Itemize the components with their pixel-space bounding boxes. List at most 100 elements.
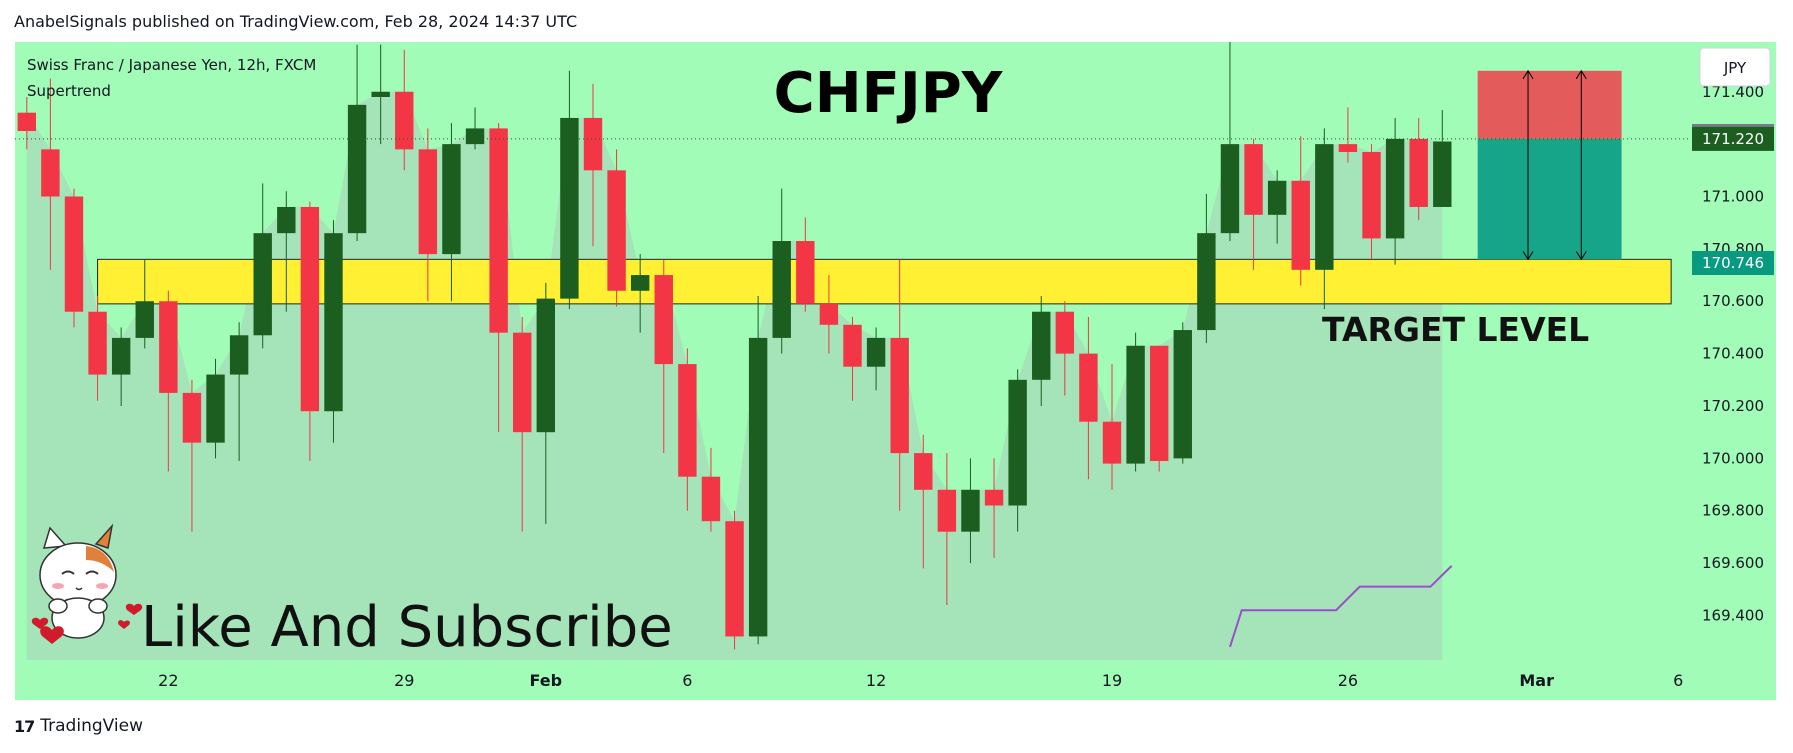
- short-position-tool[interactable]: [1477, 69, 1622, 261]
- candle-body: [371, 91, 390, 97]
- candle-body: [583, 117, 603, 171]
- candle: [1126, 332, 1145, 472]
- candle: [796, 217, 815, 312]
- indicator-label[interactable]: Supertrend: [27, 82, 111, 100]
- candle: [583, 83, 603, 247]
- candle-body: [890, 337, 909, 454]
- take-profit-zone[interactable]: [1477, 138, 1622, 260]
- candle-body: [843, 324, 862, 367]
- candle: [984, 458, 1004, 558]
- candle: [1079, 316, 1098, 480]
- candle: [229, 322, 249, 461]
- candle-body: [277, 206, 296, 234]
- price-tag: [1692, 126, 1774, 151]
- candle-body: [701, 476, 721, 522]
- candle: [630, 254, 650, 333]
- footer-brand[interactable]: TradingView: [40, 716, 143, 736]
- candle: [253, 183, 272, 349]
- candle: [1102, 364, 1122, 490]
- candle: [347, 44, 367, 242]
- candle: [1244, 138, 1263, 270]
- time-tick-label: 6: [1673, 671, 1683, 690]
- candle-body: [41, 149, 60, 197]
- price-tick-label: 171.400: [1702, 83, 1764, 101]
- supertrend-fill-area: [26, 91, 1443, 661]
- candle: [1008, 369, 1027, 532]
- footer: 17 TradingView: [14, 716, 143, 736]
- candle: [843, 316, 862, 401]
- candle-body: [961, 489, 980, 532]
- candle: [1173, 322, 1192, 464]
- candle: [300, 201, 320, 461]
- candle: [489, 123, 508, 433]
- candle-body: [253, 233, 272, 336]
- range-arrow-head-bottom: [1522, 251, 1534, 261]
- price-tick-label: 170.400: [1702, 345, 1764, 363]
- price-tick-label: 169.400: [1702, 606, 1764, 624]
- candle-body: [1055, 311, 1075, 354]
- candle-body: [678, 364, 697, 477]
- candle: [64, 188, 84, 328]
- candle-body: [489, 128, 508, 333]
- tradingview-logo-icon[interactable]: 17: [14, 716, 35, 736]
- candle-body: [17, 112, 36, 132]
- candle: [1055, 301, 1075, 396]
- price-tag: [1692, 251, 1774, 276]
- target-level-label: TARGET LEVEL: [1322, 310, 1589, 349]
- candle-body: [135, 301, 154, 338]
- candle: [418, 128, 438, 302]
- time-tick-label: Feb: [530, 671, 563, 690]
- candle: [513, 316, 532, 532]
- candle: [536, 282, 556, 524]
- candle: [678, 348, 697, 511]
- supertrend-line: [1229, 565, 1453, 648]
- candle-body: [111, 337, 131, 375]
- price-tag-label: 170.746: [1702, 254, 1764, 272]
- range-arrow-head-bottom: [1575, 251, 1587, 261]
- candle-body: [654, 275, 673, 365]
- chart-title: CHFJPY: [774, 61, 1004, 126]
- candle: [1315, 128, 1334, 310]
- candle-body: [560, 117, 579, 299]
- candle: [560, 70, 579, 310]
- candle: [961, 458, 980, 564]
- price-chart[interactable]: Swiss Franc / Japanese Yen, 12h, FXCM Su…: [0, 0, 1793, 700]
- candle: [654, 259, 673, 454]
- candle: [937, 453, 957, 606]
- candle: [1220, 42, 1240, 242]
- range-arrow-head-top: [1575, 69, 1587, 80]
- candle-body: [1008, 379, 1027, 506]
- stop-loss-zone[interactable]: [1477, 70, 1622, 139]
- candle: [1385, 117, 1405, 265]
- candle: [607, 149, 626, 307]
- currency-button[interactable]: [1699, 47, 1771, 87]
- candle-body: [748, 337, 768, 637]
- time-axis[interactable]: 22 29 Feb 6 12 19 26 Mar 6: [158, 671, 1683, 690]
- time-tick-label: 12: [866, 671, 886, 690]
- candle: [819, 275, 839, 354]
- candle: [442, 123, 461, 302]
- candle: [206, 358, 225, 459]
- candle: [159, 290, 178, 472]
- price-tick-label: 170.000: [1702, 449, 1764, 467]
- candle: [725, 510, 744, 650]
- symbol-label[interactable]: Swiss Franc / Japanese Yen, 12h, FXCM: [27, 56, 316, 74]
- price-tag-label: 171.220: [1702, 130, 1764, 148]
- price-axis[interactable]: 171.400171.000170.800170.600170.400170.2…: [1702, 83, 1764, 625]
- target-zone[interactable]: [97, 258, 1672, 305]
- like-subscribe-text: Like And Subscribe: [141, 595, 673, 660]
- time-tick-label: 22: [158, 671, 178, 690]
- candle-body: [1149, 345, 1169, 461]
- price-tick-label: 169.800: [1702, 502, 1764, 520]
- range-arrow-head-top: [1522, 69, 1534, 80]
- candle-body: [984, 489, 1004, 506]
- candle: [748, 296, 768, 645]
- candle: [1197, 193, 1216, 344]
- time-tick-label: 29: [394, 671, 414, 690]
- candle-body: [819, 303, 839, 325]
- candle: [182, 379, 202, 532]
- candle-body: [1126, 345, 1145, 464]
- candle-body: [1385, 138, 1405, 239]
- candle-body: [324, 233, 343, 412]
- cat-mascot-icon: [31, 523, 143, 644]
